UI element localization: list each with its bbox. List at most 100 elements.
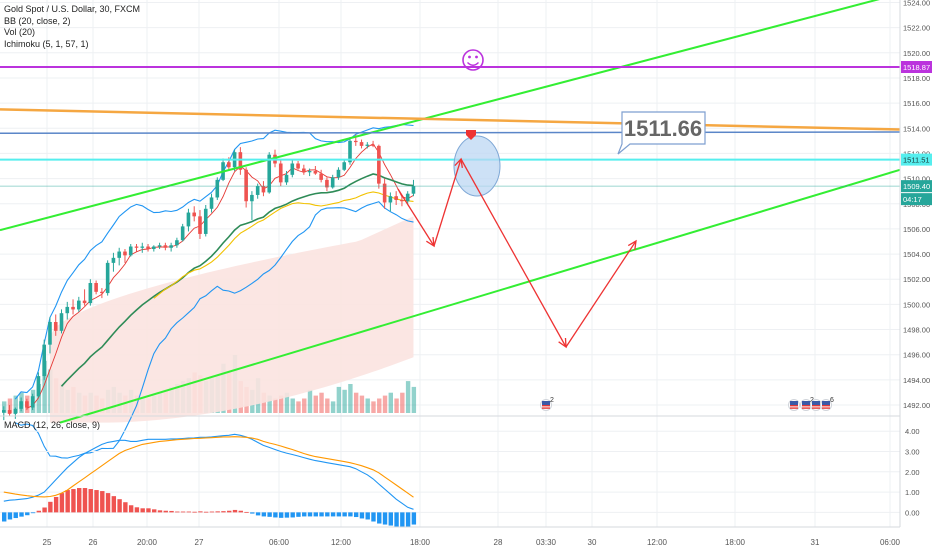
candle-body[interactable] (284, 174, 289, 183)
candle-body[interactable] (336, 169, 341, 178)
candle-body[interactable] (59, 313, 64, 331)
candle-body[interactable] (377, 145, 381, 184)
macd-tick-label[interactable]: 2.00 (905, 468, 920, 477)
time-tick-label[interactable]: 31 (811, 538, 820, 547)
candle-timer-tag[interactable] (901, 193, 932, 206)
candle-body[interactable] (411, 186, 416, 194)
cyan-price-tag[interactable] (901, 153, 932, 166)
macd-pane[interactable] (0, 415, 900, 528)
candle-body[interactable] (198, 216, 202, 234)
candle-body[interactable] (146, 246, 150, 250)
price-tick-label[interactable]: 1518.00 (903, 74, 930, 83)
lower-trend-line[interactable] (59, 168, 901, 424)
time-tick-label[interactable]: 28 (494, 538, 503, 547)
candle-body[interactable] (88, 283, 93, 304)
candle-body[interactable] (77, 300, 81, 310)
candle-body[interactable] (319, 173, 323, 180)
macd-tick-label[interactable]: 3.00 (905, 447, 920, 456)
price-tick-label[interactable]: 1510.00 (903, 175, 930, 184)
candle-body[interactable] (111, 257, 116, 263)
candle-body[interactable] (169, 245, 173, 248)
purple-price-tag[interactable] (901, 61, 932, 74)
macd-tick-label[interactable]: 1.00 (905, 488, 920, 497)
candle-body[interactable] (215, 179, 220, 198)
candle-body[interactable] (71, 306, 75, 310)
candle-body[interactable] (405, 193, 410, 202)
candle-body[interactable] (100, 291, 104, 294)
candle-body[interactable] (175, 240, 179, 246)
time-tick-label[interactable]: 27 (195, 538, 204, 547)
price-tick-label[interactable]: 1492.00 (903, 401, 930, 410)
candle-body[interactable] (134, 246, 139, 248)
candle-body[interactable] (342, 162, 347, 170)
time-tick-label[interactable]: 03:30 (536, 538, 557, 547)
candle-body[interactable] (152, 246, 156, 250)
candle-body[interactable] (382, 183, 387, 203)
candle-body[interactable] (388, 196, 393, 203)
legend-macd[interactable]: MACD (12, 26, close, 9) (4, 420, 101, 430)
candle-body[interactable] (36, 376, 41, 397)
candle-body[interactable] (192, 212, 197, 217)
resistance-line[interactable] (0, 108, 901, 131)
candle-body[interactable] (163, 245, 168, 248)
candle-body[interactable] (65, 306, 70, 314)
candle-body[interactable] (30, 396, 35, 408)
candle-body[interactable] (365, 144, 370, 146)
candle-body[interactable] (255, 186, 260, 195)
candle-body[interactable] (290, 163, 295, 175)
candle-body[interactable] (267, 154, 272, 193)
target-zone-ellipse[interactable] (453, 135, 501, 197)
candle-body[interactable] (157, 245, 162, 247)
candle-body[interactable] (48, 322, 52, 345)
candle-body[interactable] (400, 199, 404, 202)
drawings[interactable]: 1511.66 2 2 6 (0, 0, 901, 424)
candle-body[interactable] (250, 194, 254, 202)
last-price-tag[interactable] (901, 180, 932, 193)
candle-body[interactable] (203, 208, 208, 234)
candle-body[interactable] (25, 401, 29, 408)
candle-body[interactable] (313, 171, 318, 174)
candle-body[interactable] (140, 246, 145, 248)
time-tick-label[interactable]: 12:00 (331, 538, 352, 547)
price-tick-label[interactable]: 1506.00 (903, 225, 930, 234)
candle-body[interactable] (105, 262, 110, 294)
candle-body[interactable] (128, 246, 133, 256)
candle-body[interactable] (53, 322, 58, 331)
candle-body[interactable] (359, 142, 364, 146)
time-tick-label[interactable]: 30 (588, 538, 597, 547)
candle-body[interactable] (180, 226, 185, 241)
time-tick-label[interactable]: 06:00 (269, 538, 290, 547)
price-tick-label[interactable]: 1502.00 (903, 275, 930, 284)
time-tick-label[interactable]: 06:00 (880, 538, 901, 547)
price-tick-label[interactable]: 1524.00 (903, 0, 930, 7)
price-tick-label[interactable]: 1520.00 (903, 49, 930, 58)
time-tick-label[interactable]: 26 (89, 538, 98, 547)
price-tick-label[interactable]: 1516.00 (903, 99, 930, 108)
time-tick-label[interactable]: 12:00 (647, 538, 668, 547)
candle-body[interactable] (2, 410, 6, 413)
candle-body[interactable] (330, 177, 335, 188)
candle-body[interactable] (94, 283, 98, 292)
forecast-arrow-segment[interactable] (433, 158, 462, 247)
candle-body[interactable] (123, 251, 127, 256)
time-tick-label[interactable]: 20:00 (137, 538, 158, 547)
price-tick-label[interactable]: 1514.00 (903, 124, 930, 133)
macd-tick-label[interactable]: 0.00 (905, 508, 920, 517)
candle-body[interactable] (302, 168, 306, 173)
candle-body[interactable] (307, 171, 312, 173)
price-tick-label[interactable]: 1522.00 (903, 24, 930, 33)
forecast-arrow-segment[interactable] (460, 158, 567, 348)
candle-body[interactable] (244, 169, 248, 202)
legend-symbol[interactable]: Gold Spot / U.S. Dollar, 30, FXCM (4, 4, 141, 14)
legend-bb[interactable]: BB (20, close, 2) (4, 15, 71, 26)
forecast-arrow-segment[interactable] (565, 240, 637, 348)
price-tick-label[interactable]: 1496.00 (903, 351, 930, 360)
candle-body[interactable] (353, 140, 358, 143)
blue-horizontal-line[interactable] (0, 131, 901, 135)
legend-ichimoku[interactable]: Ichimoku (5, 1, 57, 1) (4, 38, 89, 49)
time-tick-label[interactable]: 18:00 (725, 538, 746, 547)
price-tick-label[interactable]: 1500.00 (903, 300, 930, 309)
candle-body[interactable] (82, 300, 87, 304)
upper-trend-line[interactable] (0, 0, 900, 232)
